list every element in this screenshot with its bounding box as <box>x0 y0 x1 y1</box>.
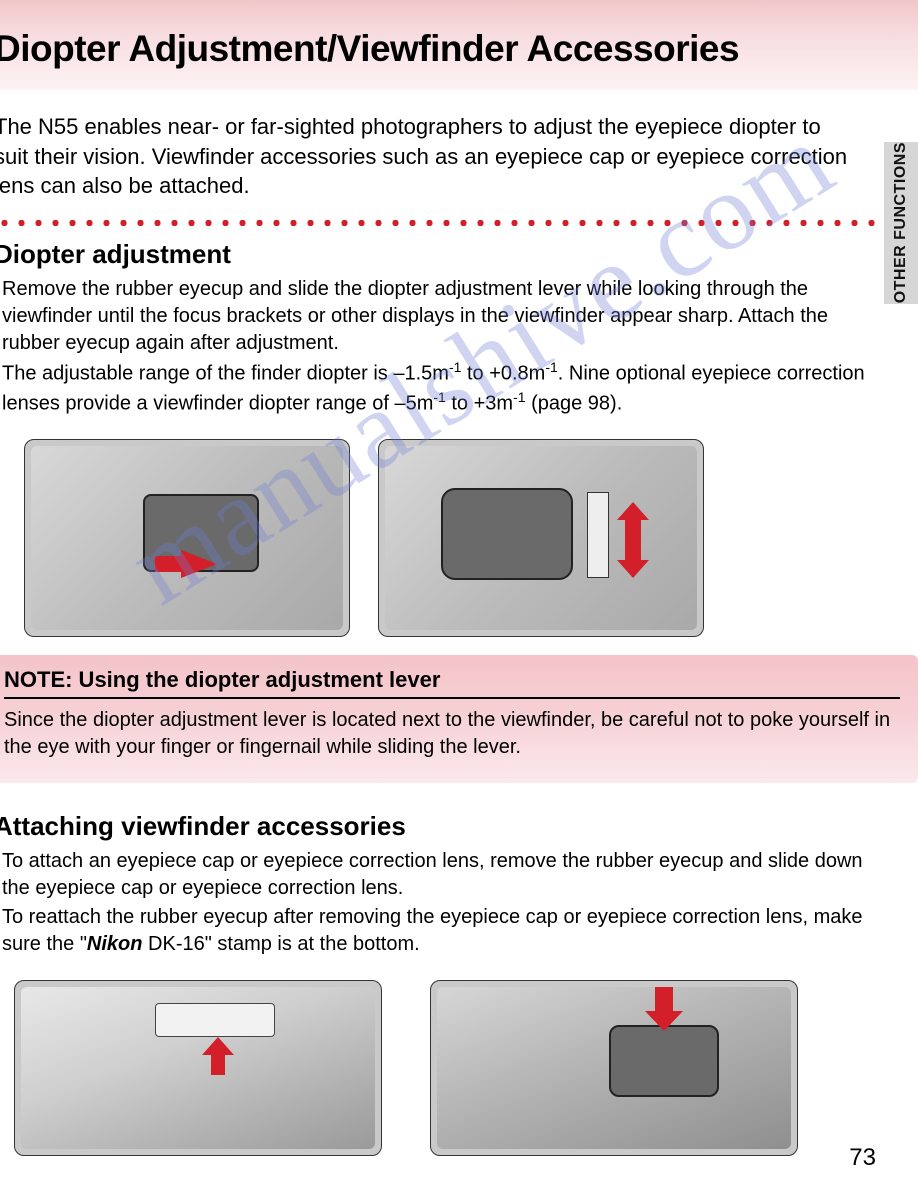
section1-para2: The adjustable range of the finder diopt… <box>2 358 888 417</box>
arrow-updown-icon <box>625 518 641 562</box>
dotted-divider <box>0 217 876 229</box>
section-heading-attaching: Attaching viewfinder accessories <box>0 811 918 842</box>
side-tab: OTHER FUNCTIONS <box>884 142 918 304</box>
note-title: NOTE: Using the diopter adjustment lever <box>4 667 900 699</box>
figure-row-2 <box>14 980 918 1156</box>
figure-attach-cap <box>14 980 382 1156</box>
section1-body: Remove the rubber eyecup and slide the d… <box>2 276 918 417</box>
page-number: 73 <box>849 1144 876 1172</box>
intro-paragraph: The N55 enables near- or far-sighted pho… <box>0 112 918 201</box>
figure-row-1 <box>24 439 918 637</box>
section2-para2: To reattach the rubber eyecup after remo… <box>2 904 888 958</box>
section1-para1: Remove the rubber eyecup and slide the d… <box>2 276 888 356</box>
section2-para1: To attach an eyepiece cap or eyepiece co… <box>2 848 888 902</box>
arrow-down-icon <box>655 987 673 1013</box>
figure-reattach-eyecup <box>430 980 798 1156</box>
arrow-right-icon <box>181 550 217 578</box>
section2-body: To attach an eyepiece cap or eyepiece co… <box>2 848 918 957</box>
section-heading-diopter: Diopter adjustment <box>0 239 918 270</box>
side-tab-label: OTHER FUNCTIONS <box>892 142 910 303</box>
note-body: Since the diopter adjustment lever is lo… <box>4 707 900 761</box>
figure-remove-eyecup <box>24 439 350 637</box>
figure-slide-lever <box>378 439 704 637</box>
brand-name: Nikon <box>87 933 143 955</box>
page-title: Diopter Adjustment/Viewfinder Accessorie… <box>0 28 918 70</box>
title-band: Diopter Adjustment/Viewfinder Accessorie… <box>0 0 918 90</box>
arrow-up-icon <box>211 1053 225 1075</box>
note-box: NOTE: Using the diopter adjustment lever… <box>0 655 918 783</box>
